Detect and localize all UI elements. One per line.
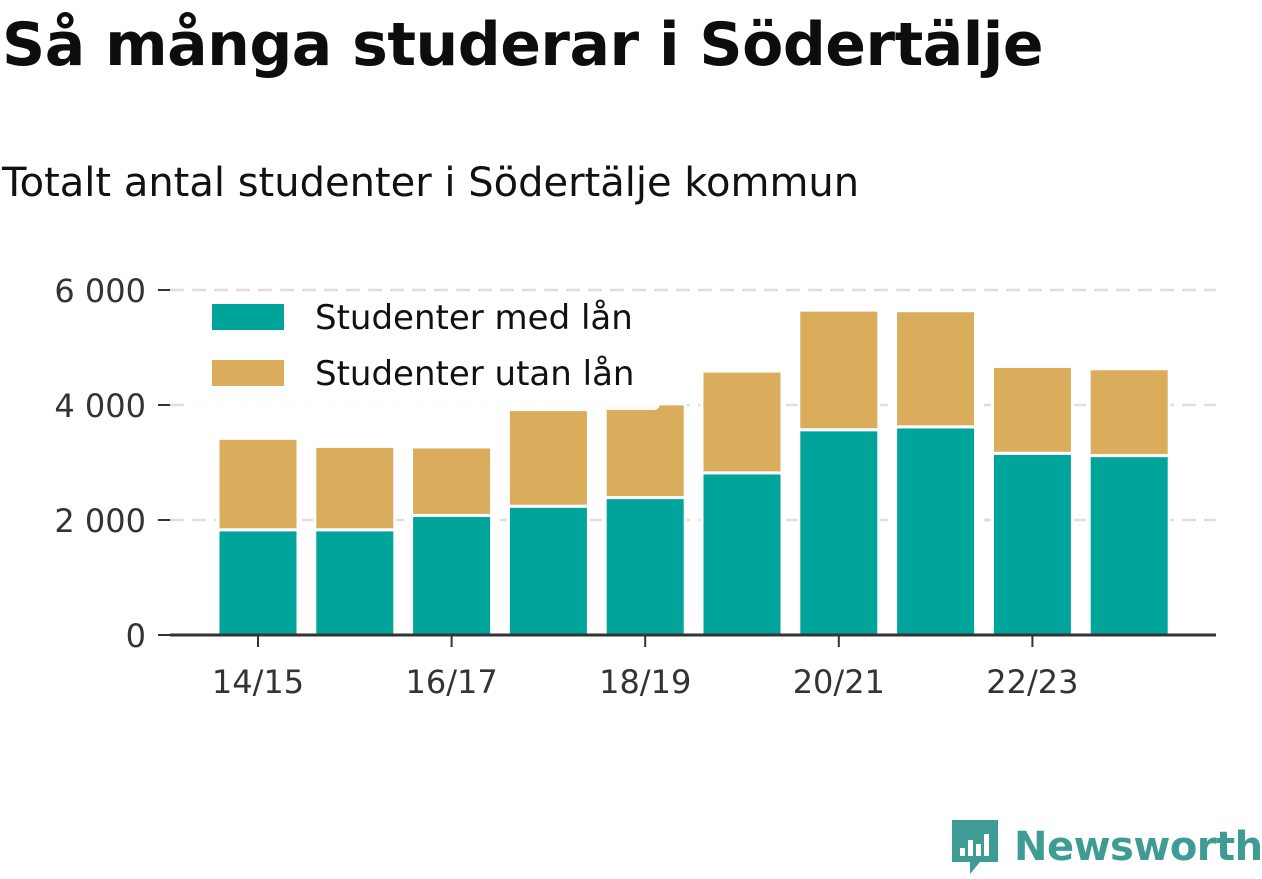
bar-segment: [410, 513, 494, 637]
legend: Studenter med lån Studenter utan lån: [190, 292, 660, 410]
stacked-bar-chart: 0 2 000 4 000 6 000 14/15 16/17 18/19 20/21 22/…: [54, 272, 1216, 701]
bar-segment: [990, 451, 1074, 637]
bar-segment: [797, 428, 881, 637]
bar-segment: [313, 528, 397, 637]
bar-segment: [797, 308, 881, 432]
x-tick-label: 22/23: [986, 663, 1078, 701]
chart-subtitle: Totalt antal studenter i Södertälje komm…: [2, 160, 860, 206]
x-tick-label: 20/21: [793, 663, 885, 701]
legend-label: Studenter utan lån: [315, 354, 634, 394]
brand-logo: Newsworthy: [950, 818, 1262, 876]
bar-segment: [1087, 454, 1171, 637]
y-tick-label: 6 000: [54, 272, 146, 310]
x-tick-label: 16/17: [405, 663, 497, 701]
bar-segment: [603, 496, 687, 637]
bar-segment: [1087, 367, 1171, 458]
brand-name: Newsworthy: [1014, 824, 1262, 870]
bar-segment: [216, 436, 300, 532]
legend-swatch: [212, 304, 284, 330]
legend-label: Studenter med lån: [315, 298, 633, 338]
newsworthy-logo-icon: [952, 820, 998, 874]
x-tick-label: 18/19: [599, 663, 691, 701]
x-axis: 14/15 16/17 18/19 20/21 22/23: [170, 633, 1216, 701]
y-tick-label: 0: [126, 617, 146, 655]
bar-segment: [990, 364, 1074, 455]
bar-segment: [410, 445, 494, 517]
x-tick-label: 14/15: [212, 663, 304, 701]
bar-segment: [506, 504, 590, 637]
bar-segment: [313, 444, 397, 532]
bar-segment: [894, 309, 978, 429]
chart-title: Så många studerar i Södertälje: [2, 10, 1044, 80]
legend-swatch: [212, 360, 284, 386]
y-tick-label: 4 000: [54, 387, 146, 425]
bars: [216, 308, 1171, 637]
bar-segment: [700, 369, 784, 475]
bar-segment: [216, 528, 300, 637]
bar-segment: [894, 425, 978, 637]
bar-segment: [603, 402, 687, 500]
y-tick-label: 2 000: [54, 502, 146, 540]
bar-segment: [506, 408, 590, 508]
legend-background: [190, 292, 660, 410]
bar-segment: [700, 471, 784, 637]
y-axis-ticks: 0 2 000 4 000 6 000: [54, 272, 170, 655]
